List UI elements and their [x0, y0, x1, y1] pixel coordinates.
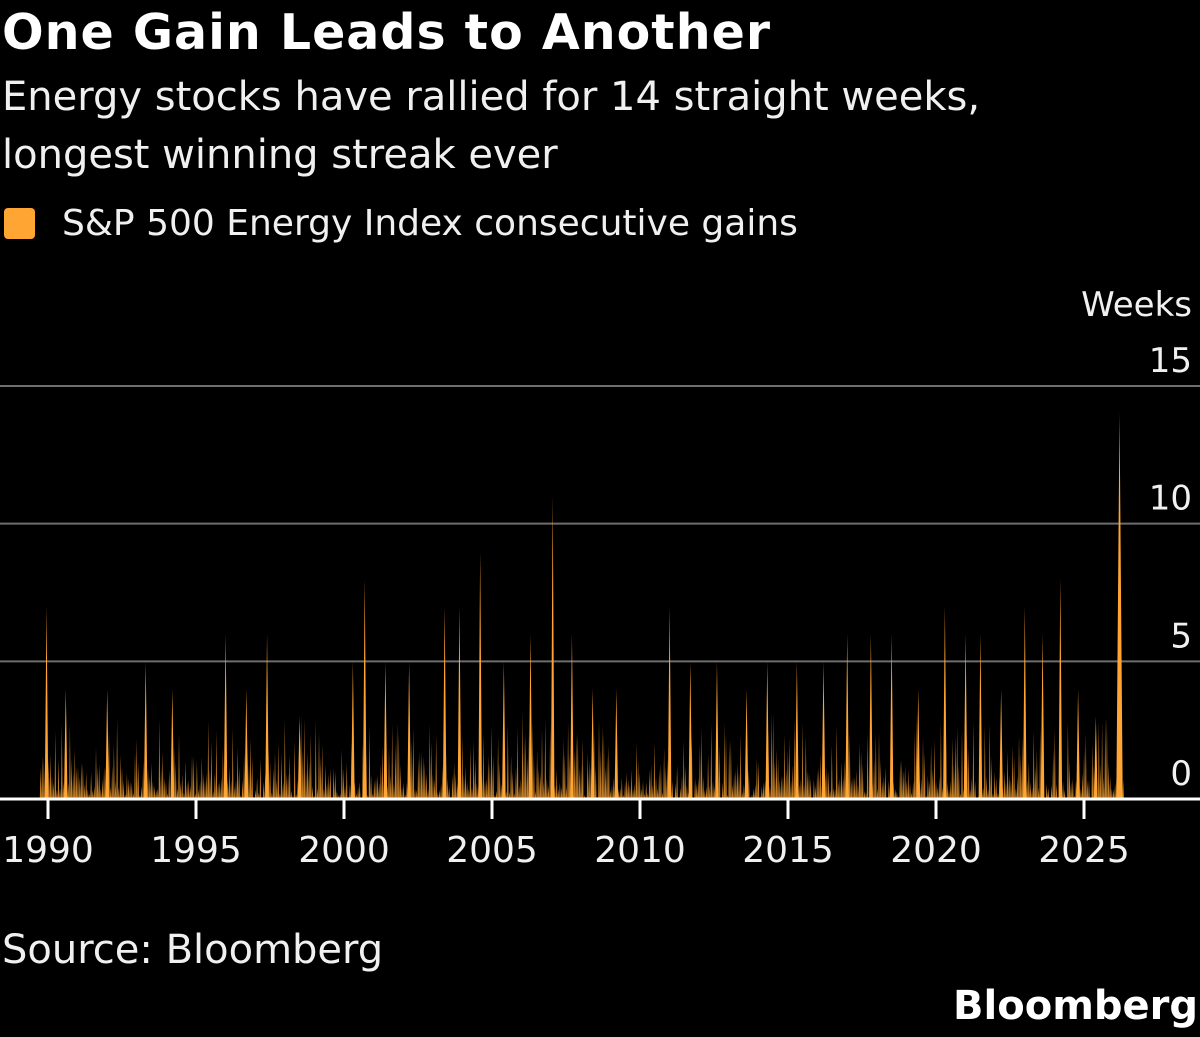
series-peak-31 [889, 633, 894, 799]
x-tick-label-1995: 1995 [150, 830, 242, 871]
series-peak-39 [1058, 578, 1063, 799]
series-peak-16 [502, 661, 506, 799]
x-tick-label-2000: 2000 [298, 830, 390, 871]
x-tick-label-2015: 2015 [742, 830, 834, 871]
series-peak-22 [667, 606, 672, 799]
series-peak-32 [916, 688, 921, 799]
series-peak-0 [44, 606, 49, 799]
y-tick-label-0: 0 [1170, 754, 1192, 794]
legend-label: S&P 500 Energy Index consecutive gains [62, 202, 798, 244]
series-peak-38 [1040, 633, 1045, 799]
chart-area: 0 5 10 15 Weeks 1990 1995 2000 2005 2010 2015 2020 2… [0, 285, 1200, 871]
series-peak-28 [821, 661, 826, 799]
x-tick-label-2005: 2005 [446, 830, 538, 871]
chart-title: One Gain Leads to Another [2, 4, 771, 61]
legend-swatch [4, 207, 35, 239]
x-tick-label-2010: 2010 [594, 830, 686, 871]
series-peak-7 [265, 633, 269, 799]
series-peak-8 [297, 716, 302, 799]
bloomberg-logo: Bloomberg [953, 983, 1198, 1029]
series-peak-4 [170, 688, 175, 799]
series-peak-6 [244, 688, 249, 799]
y-tick-label-15: 15 [1149, 341, 1192, 381]
y-axis-label: Weeks [1081, 285, 1192, 325]
series-peak-40 [1076, 688, 1080, 799]
series-peak-26 [765, 661, 770, 799]
series-peak-11 [383, 661, 388, 799]
series-peak-19 [570, 633, 574, 799]
series-peak-13 [442, 606, 447, 799]
series-peak-36 [999, 688, 1003, 799]
series-peak-37 [1023, 606, 1027, 799]
series-peak-34 [963, 633, 968, 799]
series-peak-12 [407, 661, 411, 799]
series-peak-15 [478, 551, 482, 799]
series-peak-33 [943, 606, 947, 799]
series-peak-29 [845, 633, 849, 799]
series-peak-1 [63, 688, 68, 799]
x-tick-label-2025: 2025 [1038, 830, 1130, 871]
series-peak-21 [614, 688, 619, 799]
x-tick-label-1990: 1990 [2, 830, 94, 871]
chart-subtitle: Energy stocks have rallied for 14 straig… [2, 74, 981, 178]
series-peak-9 [351, 661, 355, 799]
series-peak-23 [688, 661, 693, 799]
series-peak-35 [978, 633, 983, 799]
source-note: Source: Bloomberg [2, 927, 384, 973]
series-peak-20 [590, 688, 595, 799]
series-peak-30 [869, 633, 873, 799]
series-peak-18 [550, 496, 555, 799]
series-peak-25 [744, 688, 749, 799]
series-area [39, 413, 1124, 799]
y-tick-label-5: 5 [1170, 616, 1192, 656]
series-peak-10 [362, 578, 367, 799]
series-peak-17 [528, 633, 533, 799]
series-peak-27 [795, 661, 799, 799]
series-peak-5 [223, 633, 228, 799]
legend: S&P 500 Energy Index consecutive gains [4, 198, 798, 248]
y-tick-label-10: 10 [1149, 479, 1192, 519]
series-peak-41 [1094, 716, 1098, 799]
series-peak-42 [1116, 413, 1123, 799]
series-baseline-area [39, 710, 1124, 799]
series-peak-3 [143, 661, 148, 799]
series-peak-2 [105, 688, 109, 799]
x-tick-label-2020: 2020 [890, 830, 982, 871]
series-peak-24 [715, 661, 719, 799]
series-peak-14 [457, 606, 462, 799]
